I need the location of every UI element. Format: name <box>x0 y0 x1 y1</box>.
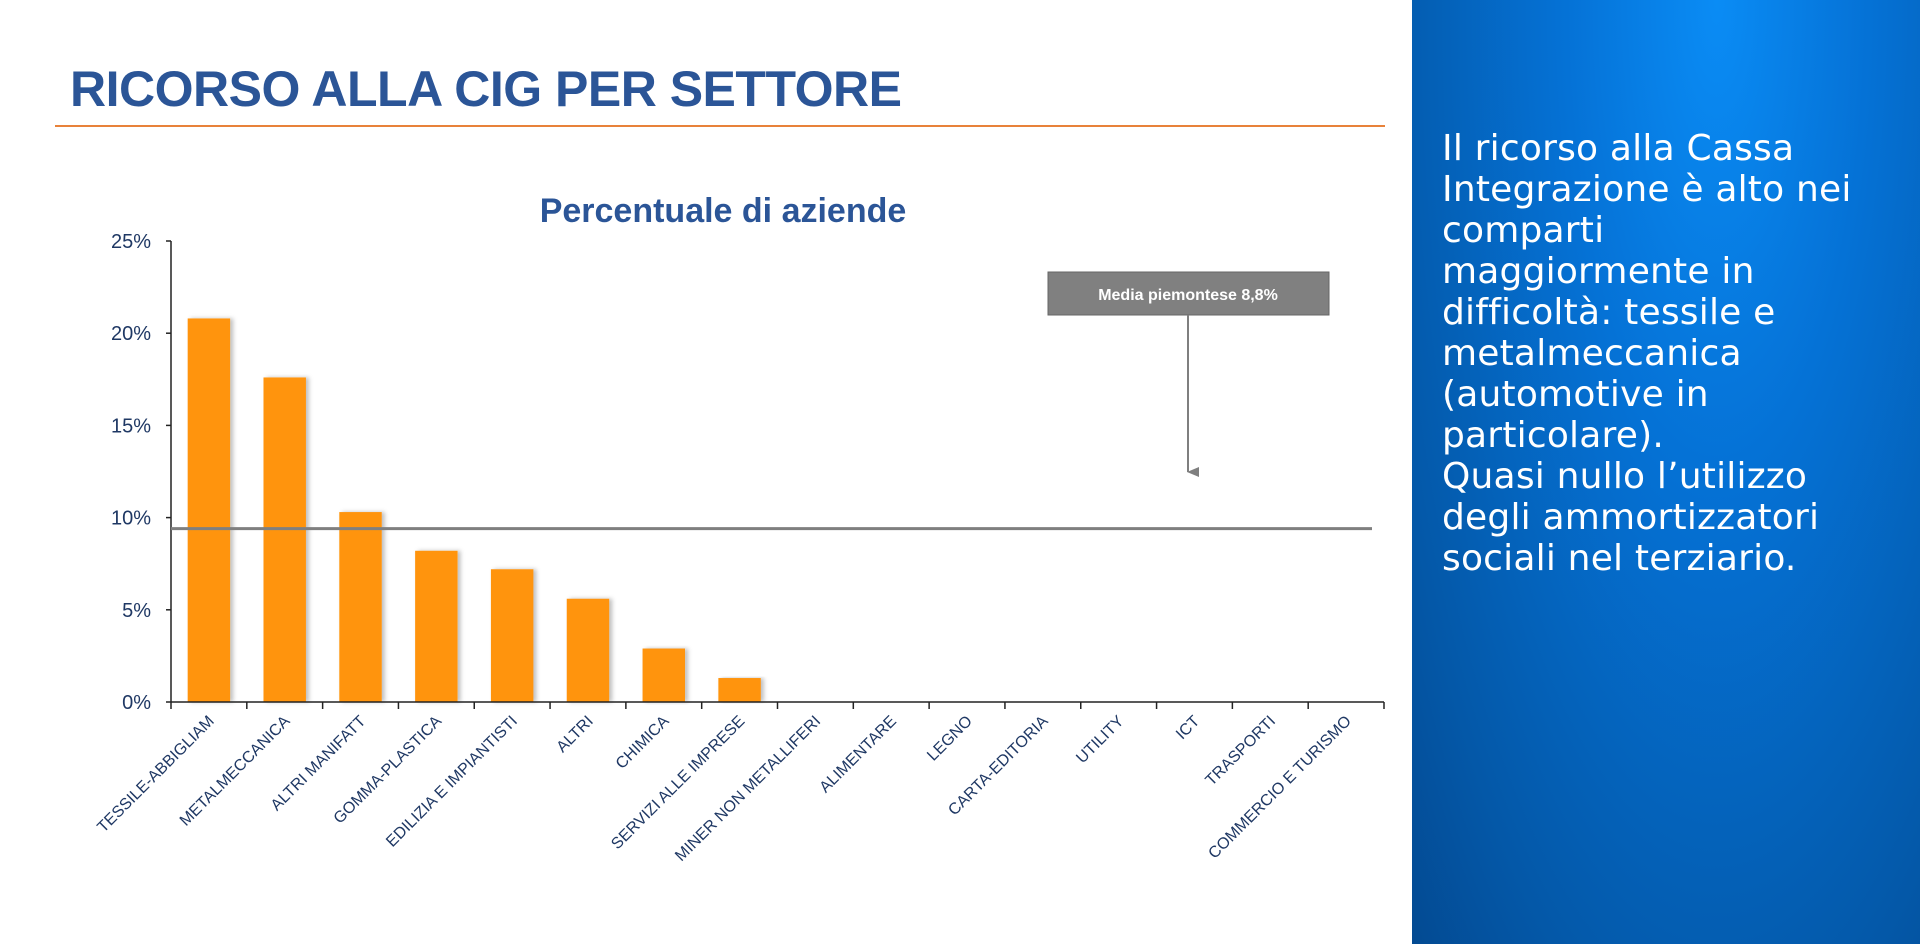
commentary-line: difficoltà: tessile e <box>1442 292 1776 333</box>
x-tick-label: ALTRI <box>554 713 597 756</box>
commentary-text: Il ricorso alla Cassa Integrazione è alto… <box>1442 128 1852 579</box>
x-tick-label: EDILIZIA E IMPIANTISTI <box>383 713 521 851</box>
commentary-panel: Il ricorso alla Cassa Integrazione è alto… <box>1412 0 1920 944</box>
x-tick-label: ALIMENTARE <box>817 713 900 796</box>
page-title: RICORSO ALLA CIG PER SETTORE <box>70 61 902 117</box>
commentary-line: metalmeccanica <box>1442 333 1742 374</box>
y-tick-label: 0% <box>122 692 151 714</box>
bar <box>339 512 382 702</box>
commentary-line: degli ammortizzatori <box>1442 497 1820 538</box>
title-underline <box>55 125 1385 127</box>
commentary-line: sociali nel terziario. <box>1442 538 1797 579</box>
bar <box>642 648 686 702</box>
x-tick-label: ICT <box>1173 713 1203 743</box>
commentary-line: (automotive in <box>1442 374 1709 415</box>
x-tick-label: CHIMICA <box>613 713 673 773</box>
bar <box>415 550 458 702</box>
average-annotation-box <box>1047 271 1330 316</box>
y-tick-label: 15% <box>111 415 151 437</box>
commentary-line: Integrazione è alto nei <box>1442 169 1852 210</box>
x-tick-label: TRASPORTI <box>1203 713 1280 790</box>
bar <box>263 377 306 702</box>
y-tick-label: 20% <box>111 323 151 345</box>
commentary-line: Quasi nullo l’utilizzo <box>1442 456 1808 497</box>
bar <box>718 678 761 702</box>
y-tick-label: 10% <box>111 508 151 530</box>
commentary-line: maggiormente in <box>1442 251 1755 292</box>
bar <box>187 318 231 702</box>
x-tick-label: SERVIZI ALLE IMPRESE <box>608 713 748 853</box>
average-annotation-label: Media piemontese 8,8% <box>1098 287 1278 304</box>
x-tick-label: COMMERCIO E TURISMO <box>1205 713 1354 862</box>
y-tick-label: 25% <box>111 231 151 253</box>
chart-title: Percentuale di aziende <box>540 192 907 230</box>
commentary-line: comparti <box>1442 210 1605 251</box>
bar <box>490 569 534 702</box>
x-tick-label: LEGNO <box>924 713 976 765</box>
y-tick-label: 5% <box>122 600 151 622</box>
commentary-line: particolare). <box>1442 415 1664 456</box>
bar <box>566 598 610 702</box>
bar-chart: Percentuale di aziende 0% 5% 10% 15% 20% 25% T… <box>94 192 1385 865</box>
x-tick-label: UTILITY <box>1073 713 1127 767</box>
x-tick-label: MINER NON METALLIFERI <box>672 713 824 865</box>
commentary-line: Il ricorso alla Cassa <box>1442 128 1795 169</box>
